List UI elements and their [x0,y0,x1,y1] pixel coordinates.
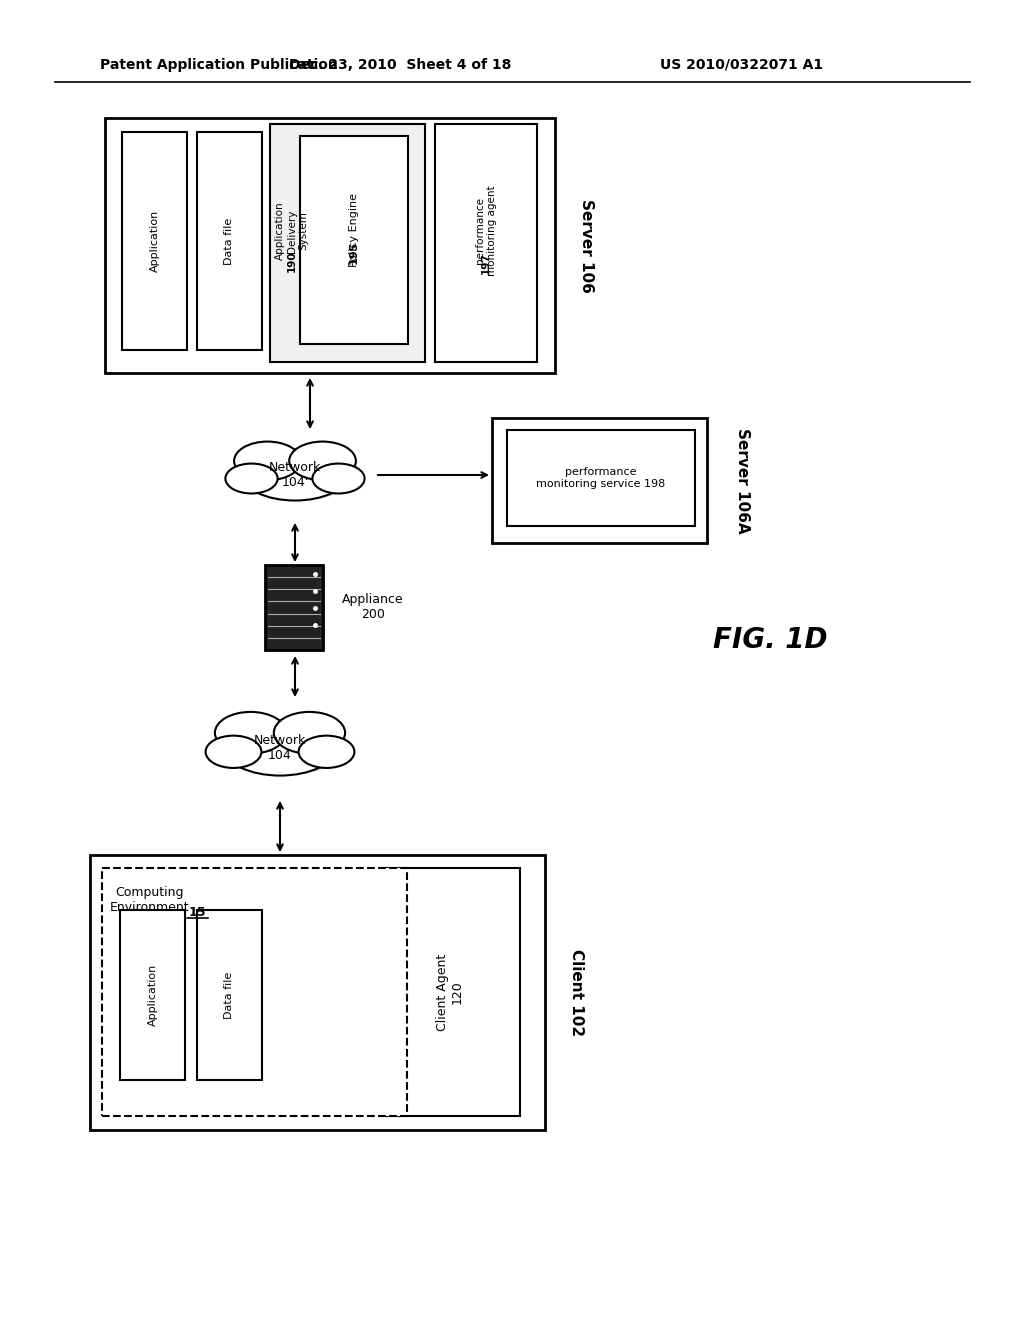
Ellipse shape [273,711,345,754]
Ellipse shape [299,735,354,768]
Ellipse shape [224,721,336,776]
Ellipse shape [312,463,365,494]
Text: Policy Engine: Policy Engine [349,193,359,267]
Text: Patent Application Publication: Patent Application Publication [100,58,338,73]
FancyBboxPatch shape [380,869,520,1115]
Text: Dec. 23, 2010  Sheet 4 of 18: Dec. 23, 2010 Sheet 4 of 18 [289,58,511,73]
Ellipse shape [206,735,261,768]
Text: Client Agent
120: Client Agent 120 [436,953,464,1031]
Text: 195: 195 [349,240,359,264]
Ellipse shape [225,463,278,494]
FancyBboxPatch shape [90,855,545,1130]
Ellipse shape [243,729,339,775]
Ellipse shape [243,450,347,500]
Text: Network
104': Network 104' [269,461,322,488]
FancyBboxPatch shape [265,565,323,649]
FancyBboxPatch shape [120,909,185,1080]
FancyBboxPatch shape [197,909,262,1080]
Text: Server 106: Server 106 [580,198,595,293]
Ellipse shape [215,711,286,754]
Text: FIG. 1D: FIG. 1D [713,626,827,653]
Text: Application: Application [147,964,158,1026]
FancyBboxPatch shape [435,124,537,362]
FancyBboxPatch shape [507,430,695,525]
Text: 197: 197 [481,252,490,273]
FancyBboxPatch shape [197,132,262,350]
FancyBboxPatch shape [270,124,425,362]
Text: Appliance
200: Appliance 200 [342,594,403,622]
Ellipse shape [234,442,301,480]
FancyBboxPatch shape [102,869,407,1115]
FancyBboxPatch shape [105,117,555,374]
Text: US 2010/0322071 A1: US 2010/0322071 A1 [660,58,823,73]
Text: 15: 15 [188,906,206,919]
Text: performance
monitoring agent: performance monitoring agent [475,186,497,276]
FancyBboxPatch shape [492,418,707,543]
Text: Computing
Environment: Computing Environment [111,886,189,913]
Text: Network
104: Network 104 [254,734,306,762]
Ellipse shape [260,458,350,500]
Text: performance
monitoring service 198: performance monitoring service 198 [537,467,666,488]
Text: Server 106A: Server 106A [734,428,750,533]
Text: Data file: Data file [224,972,234,1019]
Text: Client 102: Client 102 [569,949,585,1036]
FancyBboxPatch shape [300,136,408,345]
Ellipse shape [289,442,356,480]
Text: Application: Application [150,210,160,272]
Text: 190: 190 [287,251,297,272]
Text: Data file: Data file [224,218,234,264]
FancyBboxPatch shape [122,132,187,350]
Text: Application
Delivery
System: Application Delivery System [275,202,308,260]
